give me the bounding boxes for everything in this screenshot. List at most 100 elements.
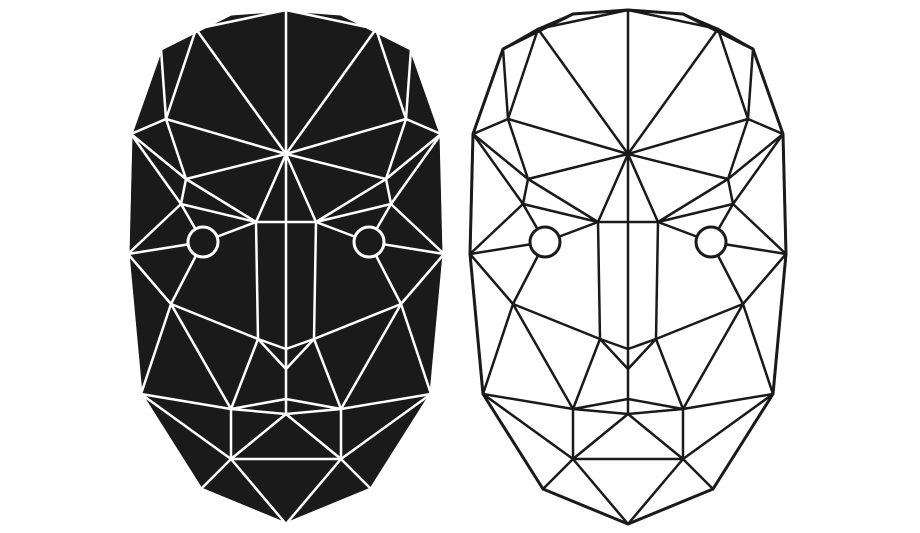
- mesh-edge: [339, 392, 433, 411]
- mesh-edge: [711, 392, 775, 491]
- mesh-edge: [506, 117, 530, 181]
- mesh-edge: [179, 177, 188, 206]
- mesh-edge: [399, 252, 446, 306]
- mesh-edge: [626, 397, 685, 411]
- mesh-edge: [429, 252, 446, 396]
- mesh-edge: [731, 202, 788, 256]
- mesh-edge: [746, 47, 755, 121]
- mesh-edge: [656, 202, 735, 224]
- mesh-edge: [404, 117, 443, 136]
- mesh-edge: [312, 337, 343, 411]
- mesh-edge: [314, 202, 393, 224]
- mesh-edge: [384, 177, 393, 206]
- mesh-edge: [284, 117, 408, 156]
- mesh-edge: [501, 47, 510, 121]
- mesh-edge: [256, 337, 288, 371]
- mesh-edge: [126, 202, 183, 256]
- mesh-edge: [741, 302, 775, 396]
- mesh-edge: [139, 392, 233, 411]
- filled-face-mesh: [126, 8, 446, 526]
- mesh-edge: [169, 302, 233, 411]
- right-eye-circle: [694, 225, 728, 259]
- mesh-edge: [468, 252, 485, 396]
- mesh-edge: [598, 337, 630, 351]
- mesh-edge: [681, 392, 775, 411]
- mesh-edge: [596, 152, 630, 224]
- mesh-edge: [716, 27, 755, 51]
- mesh-edge: [626, 27, 720, 156]
- mesh-edge: [284, 457, 343, 526]
- mesh-edge: [229, 397, 288, 411]
- mesh-edge: [194, 27, 288, 156]
- mesh-edge: [654, 220, 660, 341]
- mesh-edge: [312, 302, 403, 341]
- mesh-edge: [139, 392, 203, 491]
- mesh-edge: [229, 337, 260, 411]
- mesh-edge: [626, 152, 660, 224]
- mesh-edge: [284, 407, 343, 416]
- mesh-edge: [654, 302, 745, 341]
- mesh-edge: [598, 337, 630, 371]
- mesh-edge: [471, 132, 530, 181]
- mesh-edge: [521, 202, 600, 224]
- mesh-edge: [126, 132, 133, 256]
- mesh-edge: [284, 337, 316, 351]
- mesh-edge: [468, 132, 475, 256]
- mesh-edge: [179, 202, 258, 224]
- mesh-edge: [501, 27, 540, 51]
- mesh-edge: [129, 132, 188, 181]
- mesh-edge: [626, 337, 658, 351]
- mesh-edge: [626, 412, 685, 461]
- mesh-edge: [471, 117, 510, 136]
- mesh-edge: [681, 392, 775, 461]
- mesh-edge: [399, 302, 433, 396]
- mesh-edge: [139, 302, 173, 396]
- mesh-edge: [771, 252, 788, 396]
- mesh-edge: [731, 132, 785, 206]
- mesh-edge: [506, 117, 630, 156]
- mesh-edge: [751, 47, 785, 136]
- mesh-edge: [369, 392, 433, 491]
- mesh-edge: [314, 177, 388, 224]
- mesh-edge: [199, 487, 288, 526]
- mesh-edge: [746, 117, 785, 136]
- mesh-edge: [384, 132, 443, 181]
- mesh-edge: [159, 27, 198, 51]
- mesh-edge: [254, 152, 288, 224]
- mesh-edge: [526, 177, 600, 224]
- mesh-edge: [169, 302, 260, 341]
- mesh-edge: [159, 47, 168, 121]
- mesh-edge: [339, 392, 433, 461]
- mesh-edge: [726, 132, 785, 181]
- mesh-edge: [681, 457, 715, 491]
- left-eye-circle: [528, 225, 562, 259]
- mesh-edge: [541, 457, 575, 491]
- mesh-edge: [468, 252, 515, 306]
- mesh-edge: [284, 397, 343, 411]
- outline-face-mesh: [468, 8, 788, 526]
- mesh-edge: [254, 220, 260, 341]
- mesh-edge: [511, 302, 602, 341]
- mesh-edge: [726, 177, 735, 206]
- mesh-edge: [626, 457, 685, 526]
- mesh-edge: [626, 337, 658, 371]
- mesh-edge: [571, 407, 630, 416]
- mesh-edge: [126, 252, 143, 396]
- mesh-edge: [339, 457, 373, 491]
- mesh-edge: [716, 27, 750, 121]
- mesh-edge: [468, 202, 525, 256]
- mesh-edge: [511, 302, 575, 411]
- mesh-edge: [571, 337, 602, 411]
- mesh-edge: [184, 152, 288, 181]
- mesh-edge: [284, 8, 378, 31]
- mesh-edge: [284, 487, 373, 526]
- left-eye-circle: [186, 225, 220, 259]
- mesh-edge: [571, 412, 630, 461]
- mesh-edge: [194, 8, 288, 31]
- mesh-edge: [536, 8, 630, 31]
- mesh-edge: [284, 152, 388, 181]
- right-eye-circle: [352, 225, 386, 259]
- mesh-edge: [164, 27, 198, 121]
